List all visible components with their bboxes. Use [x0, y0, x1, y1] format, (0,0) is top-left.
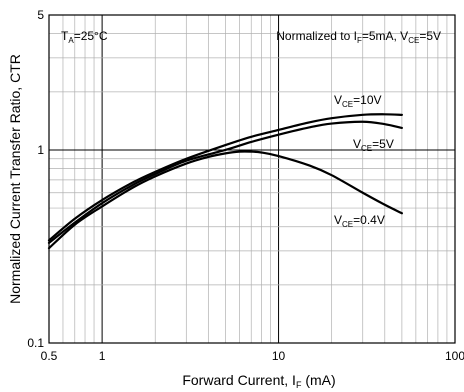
label-10v-post: =10V [353, 93, 381, 107]
x-tick-label: 1 [99, 349, 106, 363]
norm-post: =5V [419, 29, 441, 43]
series-curve-2 [47, 150, 403, 250]
annotation-ta: TA=25°C [61, 29, 108, 45]
x-label-suffix: (mA) [301, 372, 335, 388]
y-tick-label: 5 [37, 8, 44, 22]
series-curve-0 [47, 113, 403, 242]
label-5v-pre: V [353, 137, 361, 151]
x-tick-label: 10 [272, 349, 286, 363]
grid-lines [49, 15, 455, 343]
label-04v-sub: CE [342, 220, 353, 229]
x-tick-label: 0.5 [41, 349, 58, 363]
series-label-vce-0-4v: VCE=0.4V [334, 213, 385, 229]
series-curve-1 [47, 120, 403, 244]
series-label-vce-5v: VCE=5V [353, 137, 394, 153]
label-04v-pre: V [334, 213, 342, 227]
x-axis-label: Forward Current, IF (mA) [182, 372, 335, 390]
series-label-vce-10v: VCE=10V [334, 93, 382, 109]
label-10v-pre: V [334, 93, 342, 107]
x-tick-labels: 0.5 1 10 100 [41, 349, 464, 363]
norm-sub1: F [357, 36, 362, 45]
norm-mid: =5mA, V [362, 29, 408, 43]
label-10v-sub: CE [342, 100, 353, 109]
label-04v-post: =0.4V [353, 213, 385, 227]
x-label-text: Forward Current, I [182, 372, 296, 388]
annotation-normalized: Normalized to IF=5mA, VCE=5V [276, 29, 441, 45]
x-label-sub: F [296, 380, 302, 390]
x-tick-label: 100 [445, 349, 464, 363]
norm-sub2: CE [408, 36, 419, 45]
label-5v-post: =5V [372, 137, 394, 151]
ta-sub: A [68, 36, 74, 45]
y-tick-label: 1 [37, 143, 44, 157]
y-tick-label: 0.1 [27, 336, 44, 350]
label-5v-sub: CE [361, 144, 372, 153]
ta-post: =25°C [74, 29, 108, 43]
y-axis-label: Normalized Current Transfer Ratio, CTR [7, 54, 23, 304]
curves [47, 113, 403, 250]
plot-frame [48, 14, 456, 344]
norm-pre: Normalized to I [276, 29, 357, 43]
y-tick-labels: 0.1 1 5 [27, 8, 44, 350]
ta-pre: T [61, 29, 69, 43]
